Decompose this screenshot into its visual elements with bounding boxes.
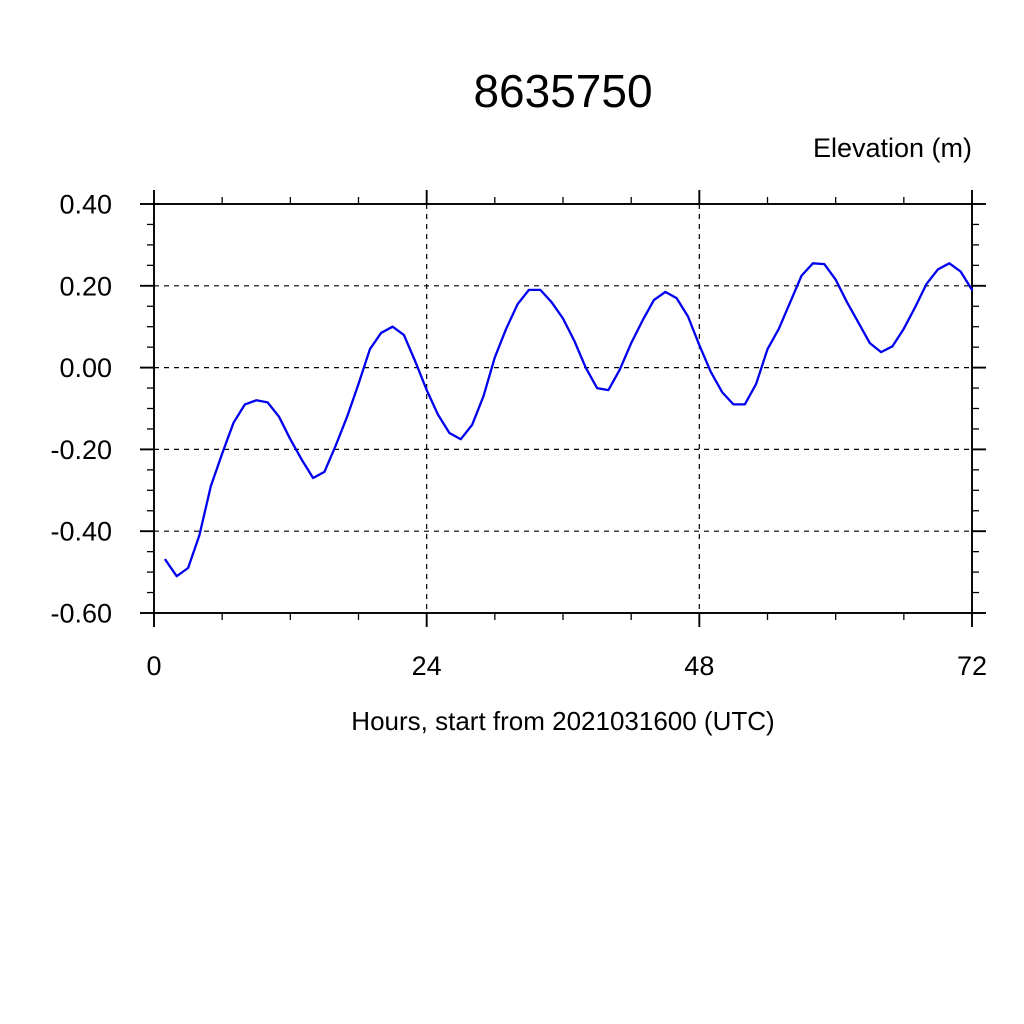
y-axis-unit-label: Elevation (m) xyxy=(812,133,972,163)
plot-frame xyxy=(153,203,973,614)
x-tick-label: 24 xyxy=(412,651,442,681)
y-tick-label: 0.40 xyxy=(59,190,112,220)
axes-border xyxy=(153,203,973,614)
y-tick-label: 0.00 xyxy=(59,353,112,383)
x-tick-label: 72 xyxy=(957,651,987,681)
elevation-line xyxy=(164,262,974,578)
tick-labels: 0.40 0.20 0.00 -0.20 -0.40 -0.60 0 24 48 72 xyxy=(50,190,987,682)
gridlines xyxy=(154,203,972,614)
y-tick-label: -0.40 xyxy=(50,517,112,547)
chart-title: 8635750 xyxy=(473,65,653,117)
x-tick-label: 0 xyxy=(146,651,161,681)
y-tick-label: -0.60 xyxy=(50,599,112,629)
x-axis-label: Hours, start from 2021031600 (UTC) xyxy=(351,706,775,736)
y-tick-label: -0.20 xyxy=(50,435,112,465)
axis-ticks xyxy=(140,190,986,627)
x-tick-label: 48 xyxy=(684,651,714,681)
y-tick-label: 0.20 xyxy=(59,271,112,301)
series-elevation xyxy=(164,262,974,578)
